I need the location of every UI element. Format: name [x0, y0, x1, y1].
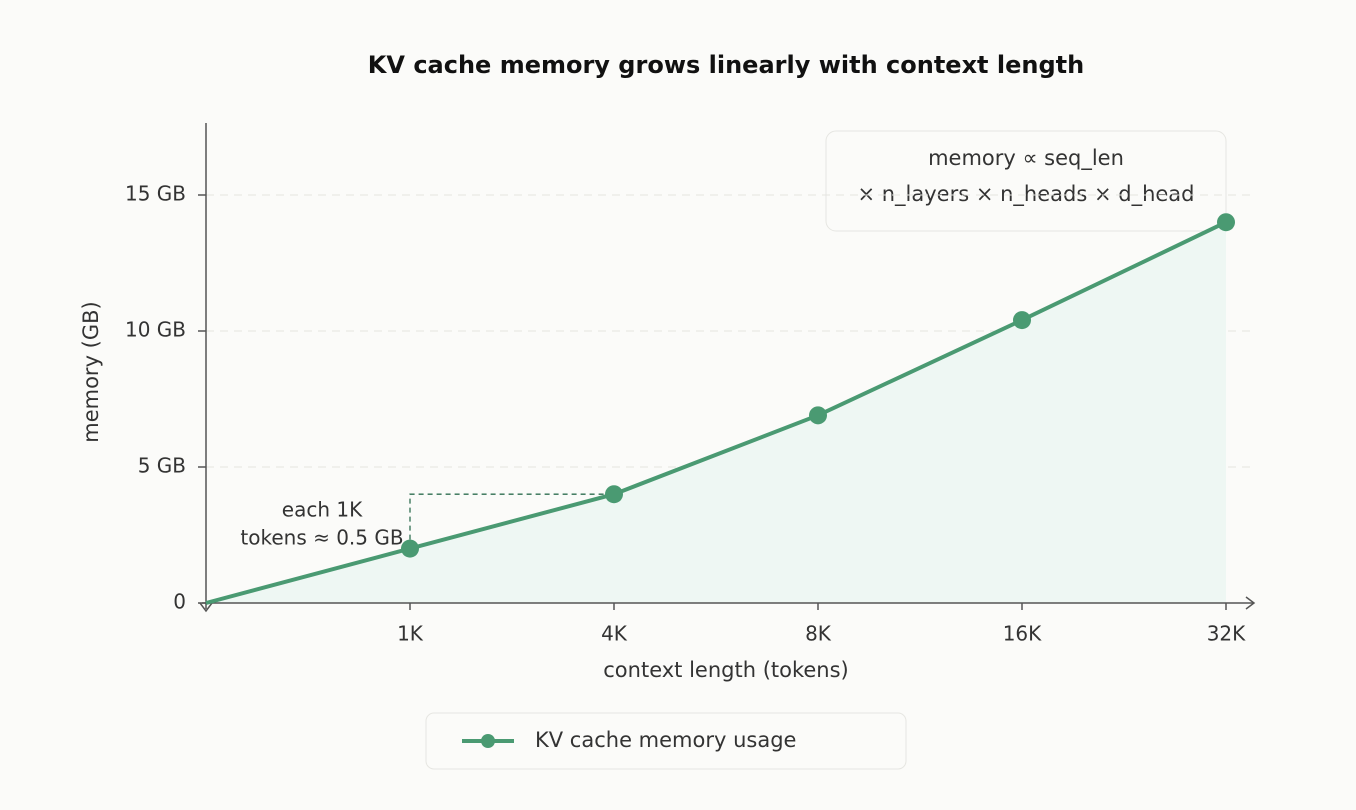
legend-marker: [481, 734, 495, 748]
y-tick-label: 15 GB: [125, 182, 186, 206]
formula-box: [825, 130, 1227, 232]
point: [809, 406, 827, 425]
y-axis-arrow: [199, 602, 213, 613]
x-axis-arrow: [1245, 596, 1256, 610]
point: [1217, 213, 1235, 232]
x-tick-label: 8K: [805, 622, 832, 646]
y-tick-label: 5 GB: [138, 454, 186, 478]
legend-box: [425, 712, 907, 770]
area: [206, 222, 1226, 603]
y-tick-label: 0: [173, 590, 186, 614]
x-axis-label: context length (tokens): [603, 658, 849, 682]
line: [205, 220, 1227, 605]
formula-text: memory ∝ seq_len: [928, 146, 1124, 171]
x-tick-label: 1K: [397, 622, 424, 646]
y-tick-label: 10 GB: [125, 318, 186, 342]
x-tick-label: 32K: [1207, 622, 1246, 646]
legend-label: KV cache memory usage: [535, 728, 796, 752]
y-axis-label: memory (GB): [79, 301, 103, 442]
x-tick-label: 16K: [1003, 622, 1042, 646]
annotation-text: each 1K: [282, 498, 363, 522]
chart-title: KV cache memory grows linearly with cont…: [368, 51, 1084, 79]
annotation-bracket: [409, 493, 614, 549]
point: [1013, 311, 1031, 330]
point: [401, 539, 419, 558]
x-tick-label: 4K: [601, 622, 628, 646]
annotation-text: tokens ≈ 0.5 GB: [240, 526, 403, 550]
point: [605, 485, 623, 504]
